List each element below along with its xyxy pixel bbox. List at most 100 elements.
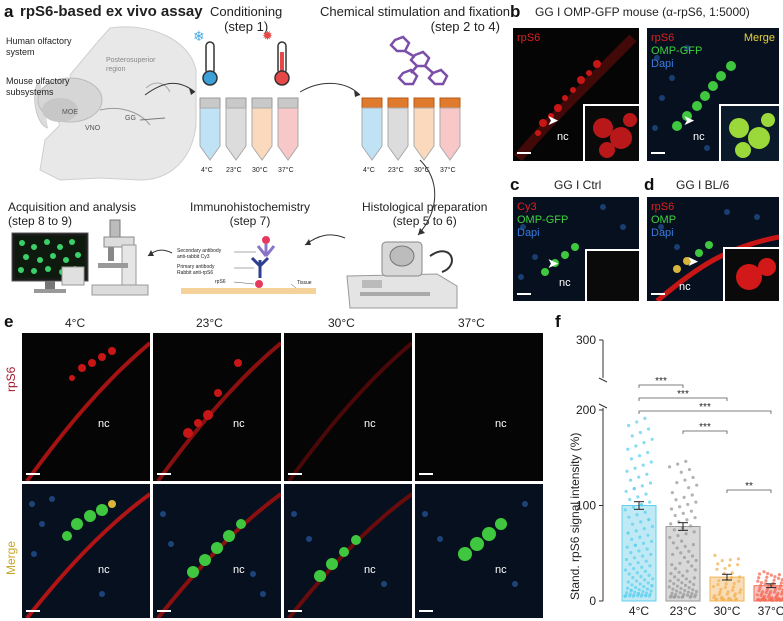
- data-point: [716, 582, 720, 587]
- data-point: [773, 575, 777, 579]
- data-point: [623, 508, 627, 512]
- panel-a-title: rpS6-based ex vivo assay: [20, 3, 203, 20]
- data-point: [675, 546, 679, 550]
- panel-c-nc: nc: [559, 277, 571, 289]
- panel-b-label-rps6: rpS6: [651, 32, 675, 44]
- arrowhead-icon: ➤: [683, 112, 695, 128]
- data-point: [669, 594, 673, 598]
- sun-icon: ✹: [262, 28, 273, 43]
- data-point: [779, 598, 783, 602]
- data-point: [638, 430, 643, 435]
- data-point: [646, 427, 651, 431]
- data-point: [762, 594, 767, 598]
- data-point: [625, 586, 630, 590]
- data-point: [755, 593, 759, 597]
- data-point: [629, 457, 634, 461]
- scale-bar: [419, 610, 433, 612]
- data-point: [624, 489, 628, 494]
- data-point: [778, 587, 782, 591]
- data-point: [690, 564, 694, 568]
- panel-c-label-gfp: OMP-GFP: [517, 214, 569, 226]
- data-point: [676, 595, 681, 599]
- scale-bar: [26, 610, 40, 612]
- data-point: [632, 556, 637, 560]
- data-point: [688, 580, 692, 584]
- panel-d-label-rps6: rpS6: [651, 201, 675, 213]
- panel-c-label-cy3: Cy3: [517, 201, 537, 213]
- antibody-diagram: [181, 236, 316, 294]
- immuno-label: Immunohistochemistry (step 7): [190, 200, 311, 228]
- data-point: [627, 515, 631, 519]
- data-point: [772, 578, 776, 582]
- panel-f-letter: f: [555, 312, 561, 331]
- data-point: [716, 562, 720, 566]
- data-point: [764, 598, 768, 602]
- data-point: [628, 562, 632, 566]
- nc-label: nc: [364, 564, 376, 576]
- data-point: [678, 561, 682, 565]
- data-point: [765, 575, 769, 579]
- panel-d-labels: rpS6 OMP Dapi: [651, 201, 676, 240]
- data-point: [644, 591, 649, 595]
- data-point: [727, 563, 732, 568]
- y-tick-label: 100: [576, 499, 596, 513]
- data-point: [687, 586, 691, 590]
- data-point: [635, 420, 639, 424]
- panel-d-title: GG I BL/6: [676, 178, 730, 192]
- data-point: [626, 531, 630, 535]
- data-point: [633, 466, 637, 470]
- panel-d-inset: [723, 247, 779, 301]
- data-point: [774, 585, 778, 590]
- data-point: [757, 572, 762, 576]
- data-point: [682, 592, 686, 596]
- data-point: [645, 472, 649, 476]
- data-point: [671, 541, 676, 545]
- data-point: [648, 481, 653, 485]
- data-point: [686, 590, 690, 594]
- data-point: [769, 589, 773, 594]
- data-point: [720, 558, 724, 563]
- data-point: [726, 590, 730, 594]
- panel-b-rps6-image: rpS6 nc ➤: [513, 28, 639, 161]
- nc-label: nc: [495, 418, 507, 430]
- data-point: [717, 579, 721, 583]
- temp-label-23: 23°C: [196, 316, 223, 330]
- data-point: [648, 500, 652, 504]
- data-point: [762, 570, 766, 574]
- data-point: [722, 597, 726, 602]
- data-point: [711, 584, 716, 589]
- data-point: [650, 437, 654, 441]
- data-point: [646, 581, 650, 585]
- data-point: [667, 465, 672, 469]
- rps6-image-30c: nc: [284, 333, 412, 481]
- data-point: [778, 584, 783, 588]
- tube-label-1a: 4°C: [201, 167, 213, 174]
- scale-bar: [651, 152, 665, 154]
- data-point: [738, 590, 742, 595]
- merge-image-4c: nc: [22, 484, 150, 618]
- nc-label: nc: [233, 564, 245, 576]
- nc-label: nc: [233, 418, 245, 430]
- significance-label: ***: [677, 389, 689, 400]
- data-point: [715, 597, 719, 601]
- data-point: [759, 584, 763, 588]
- data-point: [673, 575, 677, 579]
- data-point: [643, 578, 647, 582]
- data-point: [676, 534, 680, 538]
- scale-bar: [157, 473, 171, 475]
- data-point: [631, 576, 635, 580]
- data-point: [650, 524, 655, 529]
- data-point: [676, 578, 680, 582]
- tube-label-2b: 23°C: [388, 167, 404, 174]
- tissue-label: Tissue: [297, 280, 312, 286]
- data-point: [680, 581, 684, 585]
- mouse-subsystems-label: Mouse olfactory subsystems: [6, 76, 70, 97]
- data-point: [630, 434, 634, 438]
- data-point: [637, 475, 641, 479]
- data-point: [668, 535, 672, 540]
- data-point: [628, 497, 632, 502]
- tube-label-1b: 23°C: [226, 167, 242, 174]
- data-point: [679, 470, 683, 474]
- data-point: [759, 580, 764, 585]
